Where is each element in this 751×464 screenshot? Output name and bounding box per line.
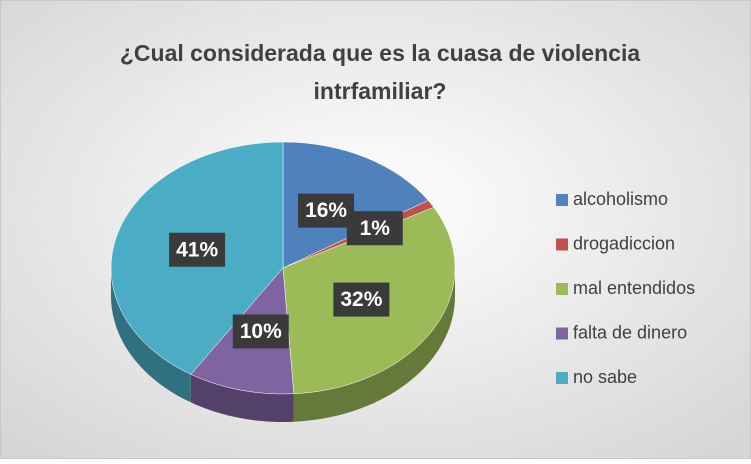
data-label-box <box>333 282 390 317</box>
data-label-box <box>298 193 355 228</box>
data-label: 41% <box>176 238 218 261</box>
chart-title: ¿Cual considerada que es la cuasa de vio… <box>120 40 640 104</box>
data-label: 32% <box>340 288 382 311</box>
data-label: 1% <box>360 217 391 240</box>
legend-swatch <box>556 372 568 384</box>
data-label-box <box>232 314 289 349</box>
legend-swatch <box>556 238 568 251</box>
legend-swatch <box>556 283 568 295</box>
slice-side <box>190 374 294 422</box>
legend-label: no sabe <box>573 367 637 387</box>
legend-label: alcoholismo <box>573 189 668 209</box>
legend-label: drogadiccion <box>573 233 675 253</box>
data-label-box <box>346 211 403 246</box>
legend-swatch <box>556 194 568 206</box>
legend-label: mal entendidos <box>573 278 695 298</box>
data-label: 16% <box>305 199 347 222</box>
pie-slice <box>282 141 429 269</box>
slice-side <box>111 268 191 403</box>
data-label: 10% <box>240 320 282 343</box>
slice-side <box>293 268 455 422</box>
data-label-box <box>169 232 226 267</box>
legend-label: falta de dinero <box>573 322 687 342</box>
legend-swatch <box>556 327 568 340</box>
